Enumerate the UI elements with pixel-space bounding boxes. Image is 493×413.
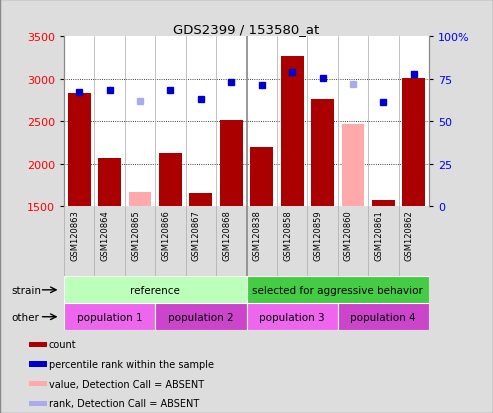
Text: percentile rank within the sample: percentile rank within the sample [49,359,213,369]
Bar [402,78,425,206]
Text: GSM120865: GSM120865 [131,210,140,261]
Text: GSM120868: GSM120868 [222,210,231,261]
Bar [189,194,212,206]
Text: selected for aggressive behavior: selected for aggressive behavior [252,285,423,295]
Text: population 4: population 4 [351,312,416,322]
Text: GSM120838: GSM120838 [253,210,262,261]
Text: GSM120867: GSM120867 [192,210,201,261]
Bar [159,154,182,206]
Text: GSM120858: GSM120858 [283,210,292,261]
Bar [342,124,364,206]
Bar [29,381,47,387]
Bar [281,57,304,206]
Title: GDS2399 / 153580_at: GDS2399 / 153580_at [174,23,319,36]
Bar [29,401,47,406]
Bar [155,304,246,330]
Text: GSM120860: GSM120860 [344,210,353,261]
Text: GSM120862: GSM120862 [405,210,414,261]
Bar [311,100,334,206]
Bar [246,304,338,330]
Bar [246,277,429,304]
Text: reference: reference [130,285,180,295]
Text: population 3: population 3 [259,312,325,322]
Bar [68,94,91,206]
Bar [338,304,429,330]
Text: population 2: population 2 [168,312,234,322]
Bar [98,158,121,206]
Bar [29,361,47,367]
Text: GSM120863: GSM120863 [70,210,79,261]
Text: other: other [11,312,39,322]
Text: rank, Detection Call = ABSENT: rank, Detection Call = ABSENT [49,399,199,408]
Bar [372,201,395,206]
Text: population 1: population 1 [77,312,142,322]
Bar [64,304,155,330]
Text: value, Detection Call = ABSENT: value, Detection Call = ABSENT [49,379,204,389]
Text: strain: strain [11,285,41,295]
Bar [129,192,151,206]
Bar [250,148,273,206]
Bar [29,342,47,347]
Bar [220,121,243,206]
Text: GSM120866: GSM120866 [162,210,171,261]
Bar [64,277,246,304]
Text: GSM120861: GSM120861 [374,210,384,261]
Text: count: count [49,339,76,349]
Text: GSM120864: GSM120864 [101,210,109,261]
Text: GSM120859: GSM120859 [314,210,322,261]
